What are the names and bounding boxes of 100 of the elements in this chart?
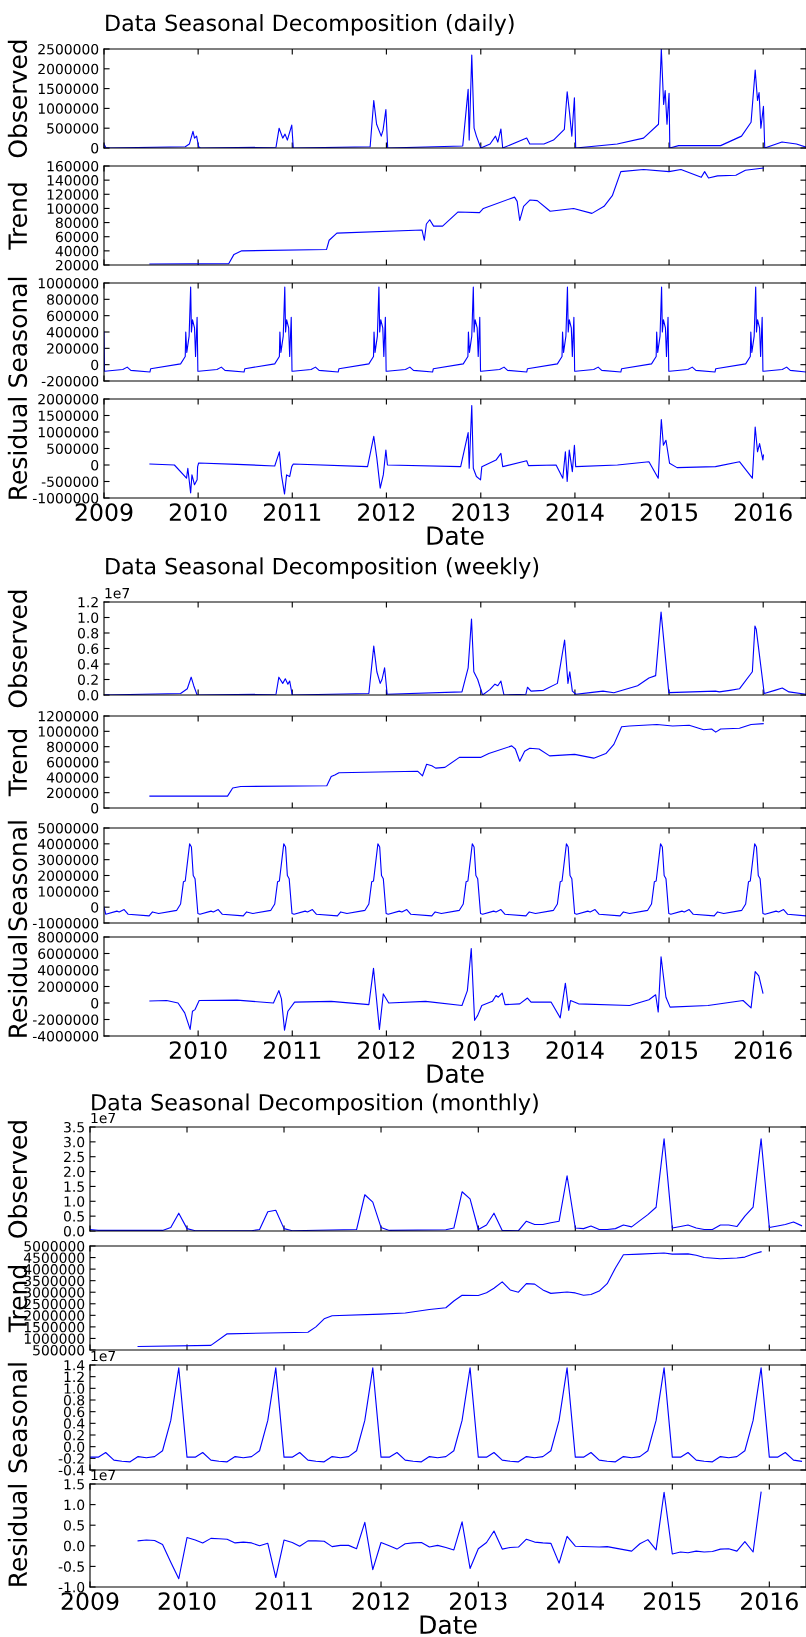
y-tick-label: 3.5 (64, 1121, 84, 1133)
y-tick-label: 500000 (33, 1344, 85, 1356)
y-tick-label: 200000 (47, 787, 99, 799)
y-tick-label: -2000000 (32, 1014, 99, 1025)
y-tick-label: 4500000 (23, 1252, 85, 1264)
y-axis-title: Trend (7, 730, 28, 797)
chart-title: Data Seasonal Decomposition (weekly) (106, 557, 539, 579)
y-tick-label: 0 (91, 997, 99, 1009)
y-tick-label: 20000 (55, 259, 99, 271)
y-tick-label: -1000000 (32, 492, 99, 504)
y-tick-label: 0 (91, 142, 99, 154)
x-tick-label: 2014 (546, 503, 604, 522)
y-axis-title: Observed (7, 1121, 28, 1238)
x-tick-label: 2013 (449, 1592, 507, 1611)
y-tick-label: 6000000 (38, 948, 99, 959)
y-tick-label: 500000 (47, 443, 99, 454)
y-tick-label: 800000 (47, 741, 99, 753)
text: 1e7 (105, 588, 130, 599)
y-tick-label: 0.8 (63, 1394, 85, 1406)
x-tick-label: 2011 (263, 503, 321, 522)
text: 1e7 (91, 1350, 116, 1362)
x-tick-label: 2009 (75, 503, 133, 522)
y-tick-label: 80000 (55, 217, 99, 229)
y-tick-label: -0.2 (58, 1453, 84, 1464)
x-tick-label: 2016 (734, 503, 792, 522)
y-tick-label: 0.2 (77, 674, 98, 685)
y-tick-label: 1200000 (38, 710, 99, 722)
annotation: 1e7 (91, 1469, 116, 1481)
y-tick-label: 0.2 (63, 1429, 84, 1441)
x-tick-label: 2014 (546, 1592, 605, 1611)
y-tick-label: 4000000 (37, 964, 99, 976)
x-tick-label: 2015 (640, 1041, 698, 1060)
y-tick-label: 60000 (55, 231, 99, 243)
y-tick-label: 1.0 (64, 1196, 85, 1207)
x-tick-label: 2012 (358, 1041, 415, 1060)
y-tick-label: 0.0 (63, 1441, 85, 1453)
y-tick-label: 2000000 (38, 981, 99, 992)
y-tick-label: 3000000 (38, 854, 99, 866)
x-tick-label: 2016 (741, 1592, 798, 1611)
y-tick-label: 0.8 (77, 627, 99, 639)
y-tick-label: 100000 (47, 203, 99, 214)
x-tick-label: 2011 (263, 1041, 321, 1060)
y-tick-label: -1000000 (32, 917, 99, 929)
y-tick-label: 2500000 (38, 43, 99, 55)
y-tick-label: 400000 (46, 772, 99, 783)
y-tick-label: 0 (91, 459, 99, 471)
y-tick-label: 160000 (47, 160, 99, 172)
y-axis-title: Seasonal (7, 821, 28, 931)
y-tick-label: 500000 (47, 123, 99, 134)
line-series (149, 723, 764, 797)
y-tick-label: 600000 (47, 310, 99, 322)
x-tick-label: 2015 (644, 1592, 701, 1611)
line-series (149, 405, 765, 495)
y-tick-label: 0 (91, 359, 99, 371)
text: 1e7 (91, 1112, 116, 1124)
y-tick-label: 0 (91, 902, 99, 913)
x-tick-label: 2015 (640, 503, 698, 522)
y-tick-label: 0.0 (77, 689, 99, 701)
line-series (104, 49, 806, 148)
x-tick-label: 2011 (255, 1592, 312, 1611)
y-tick-label: 1000000 (24, 1333, 85, 1344)
y-tick-label: 0.5 (63, 1520, 84, 1531)
y-tick-label: 1.2 (64, 1371, 84, 1382)
y-tick-label: 1.0 (78, 612, 99, 623)
y-tick-label: 140000 (47, 175, 99, 186)
y-axis-title: Observed (7, 590, 28, 708)
y-tick-label: -4000000 (32, 1030, 99, 1042)
y-tick-label: 1.0 (64, 1383, 85, 1394)
x-tick-label: 2012 (358, 503, 415, 522)
x-tick-label: 2010 (158, 1592, 216, 1611)
y-axis-title: Residual (7, 1485, 28, 1586)
y-tick-label: 1000000 (38, 277, 99, 289)
x-tick-label: 2016 (734, 1041, 792, 1060)
x-tick-label: 2009 (61, 1592, 119, 1611)
x-axis-title: Date (427, 526, 484, 546)
y-tick-label: 1.5 (64, 1479, 84, 1490)
y-tick-label: 2000000 (38, 870, 99, 881)
y-tick-label: 1000000 (38, 426, 99, 438)
y-tick-label: -200000 (41, 375, 99, 387)
line-series (104, 843, 806, 917)
line-series (137, 1491, 762, 1580)
y-tick-label: 1000000 (38, 726, 99, 737)
y-tick-label: -500000 (41, 476, 99, 487)
y-tick-label: -1.0 (58, 1581, 85, 1593)
y-tick-label: 0.0 (63, 1540, 85, 1552)
x-axis-title: Date (420, 1615, 477, 1635)
y-tick-label: 0.6 (77, 643, 99, 654)
y-tick-label: 1000000 (38, 886, 99, 897)
y-tick-label: 0.4 (63, 1418, 85, 1429)
y-axis-title: Seasonal (7, 277, 28, 387)
y-tick-label: 2.5 (64, 1151, 84, 1163)
y-tick-label: 0.5 (63, 1211, 84, 1222)
y-tick-label: 1.5 (64, 1181, 84, 1192)
y-tick-label: 400000 (46, 326, 99, 338)
line-series (137, 1251, 762, 1348)
y-tick-label: 5000000 (38, 822, 99, 834)
y-tick-label: 800000 (47, 294, 99, 305)
x-tick-label: 2013 (452, 1041, 509, 1060)
line-series (149, 167, 764, 265)
x-tick-label: 2010 (169, 1041, 227, 1060)
